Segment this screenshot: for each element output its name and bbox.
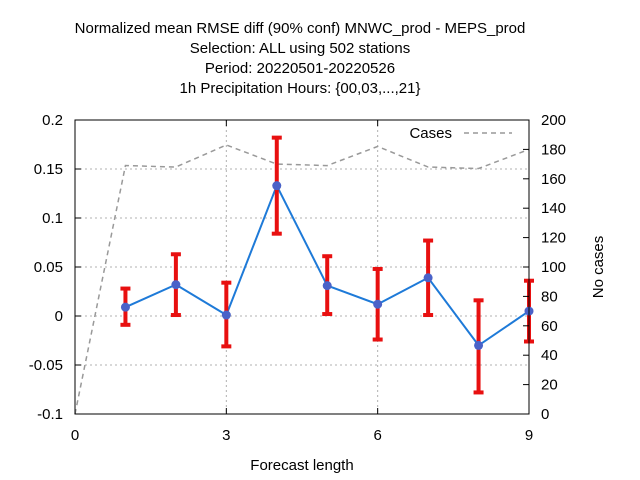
data-point [423, 273, 433, 283]
y-axis-right-label: No cases [590, 236, 607, 299]
x-axis-label: Forecast length [250, 457, 353, 474]
y-right-tick-label: 140 [541, 200, 566, 217]
series-layer [120, 135, 534, 395]
y-right-tick-label: 0 [541, 406, 549, 423]
y-right-tick-label: 60 [541, 318, 558, 335]
y-right-tick-label: 80 [541, 288, 558, 305]
data-point [272, 181, 282, 191]
x-tick-label: 6 [373, 427, 381, 444]
y-left-tick-label: 0 [55, 308, 63, 325]
data-point [474, 340, 484, 350]
y-left-tick-label: 0.15 [34, 161, 63, 178]
y-right-tick-label: 160 [541, 171, 566, 188]
y-left-tick-label: -0.05 [29, 357, 63, 374]
x-tick-label: 9 [525, 427, 533, 444]
y-left-tick-label: 0.05 [34, 259, 63, 276]
legend: Cases [409, 125, 512, 142]
data-point [322, 281, 332, 291]
x-tick-label: 3 [222, 427, 230, 444]
ticks: 0 3 6 9 -0.1 -0.05 0 0.05 0.1 0.15 0.2 0 20 40 60 80 100… [29, 112, 566, 444]
data-point [171, 280, 181, 290]
cases-line [74, 144, 530, 415]
x-tick-label: 0 [71, 427, 79, 444]
data-point [120, 302, 130, 312]
legend-label-cases: Cases [409, 125, 452, 142]
chart-title-line-1: Normalized mean RMSE diff (90% conf) MNW… [74, 20, 526, 37]
chart-title-line-4: 1h Precipitation Hours: {00,03,...,21} [179, 80, 421, 97]
y-left-tick-label: 0.1 [42, 210, 63, 227]
chart-title-line-3: Period: 20220501-20220526 [204, 60, 396, 77]
y-left-tick-label: 0.2 [42, 112, 63, 129]
data-point [221, 310, 231, 320]
y-right-tick-label: 180 [541, 141, 566, 158]
cases-layer [74, 144, 530, 415]
grid [75, 120, 529, 414]
data-point [373, 299, 383, 309]
y-right-tick-label: 20 [541, 377, 558, 394]
y-right-tick-label: 120 [541, 230, 566, 247]
y-right-tick-label: 40 [541, 347, 558, 364]
y-right-tick-label: 200 [541, 112, 566, 129]
chart-title-line-2: Selection: ALL using 502 stations [189, 40, 411, 57]
y-left-tick-label: -0.1 [37, 406, 63, 423]
y-right-tick-label: 100 [541, 259, 566, 276]
